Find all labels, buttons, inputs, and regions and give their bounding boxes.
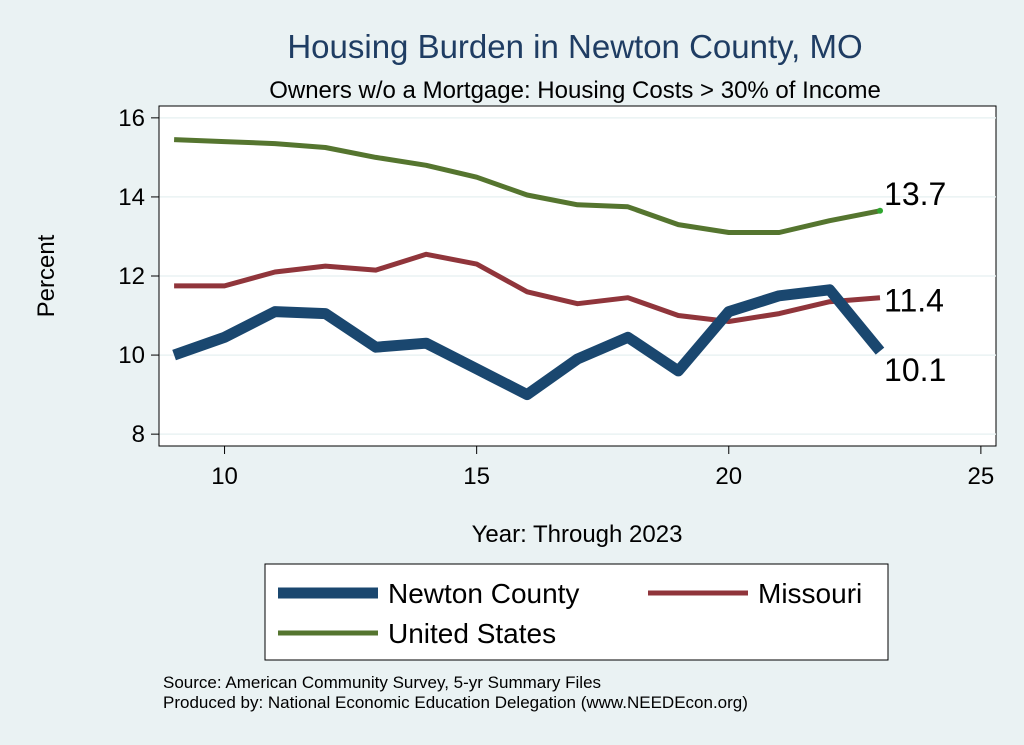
- series-line-newton-county: [172, 284, 885, 401]
- y-tick-label: 10: [118, 342, 145, 369]
- source-note: Source: American Community Survey, 5-yr …: [163, 673, 601, 692]
- series-line-missouri: [174, 251, 881, 324]
- series-end-marker-united-states: [877, 207, 884, 214]
- chart-title: Housing Burden in Newton County, MO: [287, 28, 862, 65]
- y-tick-label: 12: [118, 263, 145, 290]
- legend-label-united-states: United States: [388, 618, 556, 649]
- y-tick-label: 16: [118, 105, 145, 132]
- x-tick-label: 10: [211, 463, 238, 490]
- y-axis-title: Percent: [33, 234, 60, 317]
- x-axis-title: Year: Through 2023: [472, 521, 683, 548]
- x-tick-label: 25: [968, 463, 995, 490]
- legend-label-missouri: Missouri: [758, 578, 862, 609]
- end-label-missouri: 11.4: [884, 283, 944, 319]
- end-label-newton-county: 10.1: [884, 352, 946, 388]
- x-axis: 10 15 20 25: [159, 445, 996, 490]
- end-label-united-states: 13.7: [884, 176, 946, 212]
- end-labels: 10.1 11.4 13.7: [884, 176, 946, 388]
- series-group: [172, 137, 885, 401]
- x-tick-label: 20: [715, 463, 742, 490]
- legend: Newton County Missouri United States: [264, 563, 889, 661]
- legend-box: [264, 563, 889, 661]
- x-tick-label: 15: [463, 463, 490, 490]
- y-axis: 8 10 12 14 16: [118, 105, 160, 448]
- y-tick-label: 14: [118, 184, 145, 211]
- legend-label-newton-county: Newton County: [388, 578, 579, 609]
- chart-subtitle: Owners w/o a Mortgage: Housing Costs > 3…: [269, 77, 881, 104]
- series-line-united-states: [174, 137, 881, 235]
- produced-by-note: Produced by: National Economic Education…: [163, 693, 748, 712]
- y-tick-label: 8: [132, 421, 145, 448]
